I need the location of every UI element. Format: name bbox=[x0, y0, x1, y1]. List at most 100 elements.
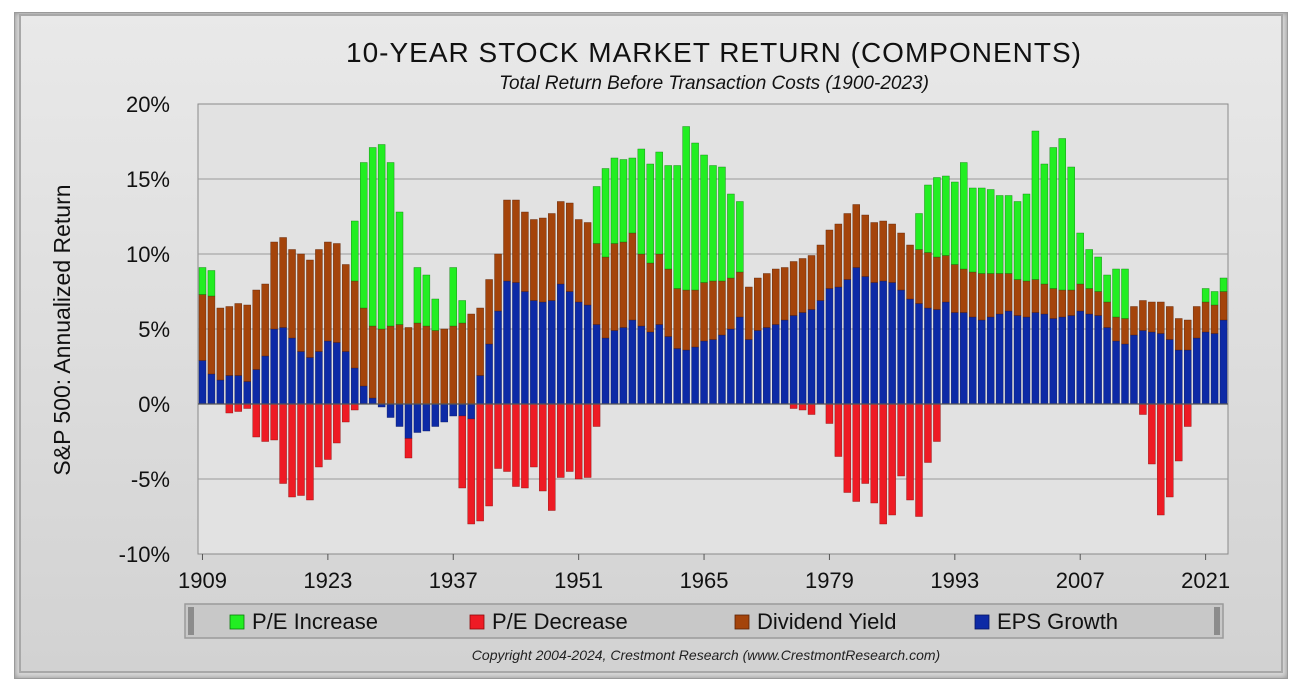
bar-pe-increase bbox=[1112, 268, 1120, 318]
bar-dividend bbox=[1049, 288, 1058, 319]
x-tick-label: 1909 bbox=[178, 568, 227, 593]
bar-eps bbox=[207, 373, 216, 405]
bar-dividend bbox=[879, 220, 887, 282]
bar-eps bbox=[1004, 310, 1013, 405]
chart-title: 10-YEAR STOCK MARKET RETURN (COMPONENTS) bbox=[346, 37, 1082, 68]
bar-dividend bbox=[297, 253, 305, 352]
bar-pe-increase bbox=[995, 195, 1004, 274]
bar-pe-decrease bbox=[906, 403, 914, 501]
bar-eps bbox=[888, 282, 896, 405]
bar-eps bbox=[637, 325, 646, 405]
bar-dividend bbox=[485, 279, 493, 345]
bar-eps bbox=[342, 351, 350, 405]
bar-pe-decrease bbox=[234, 403, 242, 412]
bar-dividend bbox=[754, 277, 762, 331]
bar-eps bbox=[530, 300, 538, 405]
bar-dividend bbox=[1157, 301, 1165, 334]
bar-dividend bbox=[736, 271, 744, 318]
bar-dividend bbox=[888, 223, 896, 283]
bar-eps bbox=[995, 313, 1004, 405]
bar-dividend bbox=[798, 258, 807, 313]
bar-eps bbox=[960, 312, 968, 405]
legend-swatch-eps bbox=[974, 614, 990, 630]
bar-eps bbox=[763, 327, 771, 405]
bar-dividend bbox=[1031, 279, 1040, 313]
bar-pe-decrease bbox=[798, 403, 807, 411]
bar-dividend bbox=[324, 241, 332, 342]
bar-eps bbox=[234, 375, 242, 405]
bar-eps bbox=[897, 289, 905, 405]
bar-eps bbox=[1157, 333, 1165, 405]
chart-subtitle: Total Return Before Transaction Costs (1… bbox=[499, 73, 929, 94]
bar-dividend bbox=[924, 252, 932, 309]
bar-pe-increase bbox=[655, 151, 663, 255]
bar-dividend bbox=[969, 271, 977, 318]
bar-pe-increase bbox=[978, 187, 986, 274]
bar-pe-increase bbox=[619, 159, 628, 243]
bar-eps bbox=[780, 319, 789, 405]
bar-pe-increase bbox=[368, 147, 377, 327]
bar-pe-increase bbox=[1094, 256, 1102, 292]
bar-eps bbox=[1031, 312, 1040, 405]
bar-dividend bbox=[458, 322, 466, 405]
bar-eps bbox=[1148, 331, 1156, 405]
bar-pe-decrease bbox=[870, 403, 878, 504]
bar-dividend bbox=[646, 262, 654, 333]
bar-dividend bbox=[1004, 273, 1013, 312]
bar-pe-increase bbox=[682, 126, 690, 291]
legend-swatch-pe-increase bbox=[229, 614, 245, 630]
bar-dividend bbox=[772, 268, 780, 325]
bar-eps bbox=[592, 324, 601, 405]
bar-dividend bbox=[610, 243, 619, 331]
bar-pe-decrease bbox=[225, 403, 234, 414]
bar-eps bbox=[718, 334, 726, 405]
bar-dividend bbox=[207, 295, 216, 375]
bar-pe-decrease bbox=[539, 403, 547, 492]
bar-dividend bbox=[834, 223, 843, 288]
bar-eps bbox=[1192, 337, 1201, 405]
bar-pe-increase bbox=[709, 165, 717, 282]
bar-eps bbox=[1058, 316, 1066, 405]
bar-pe-decrease bbox=[503, 403, 511, 472]
bar-eps bbox=[243, 381, 251, 405]
bar-pe-decrease bbox=[807, 403, 816, 415]
bar-pe-decrease bbox=[1139, 403, 1147, 415]
bar-dividend bbox=[870, 222, 878, 283]
bar-pe-increase bbox=[986, 189, 995, 274]
bar-dividend bbox=[1040, 283, 1049, 315]
legend-label-dividend: Dividend Yield bbox=[757, 609, 896, 634]
bar-dividend bbox=[1166, 306, 1174, 340]
bar-eps bbox=[861, 276, 869, 405]
legend-label-eps: EPS Growth bbox=[997, 609, 1118, 634]
legend-edge-left bbox=[188, 607, 194, 635]
bar-dividend bbox=[1067, 289, 1075, 316]
bar-pe-decrease bbox=[521, 403, 529, 489]
bar-pe-decrease bbox=[458, 415, 466, 489]
bar-eps bbox=[816, 300, 825, 405]
bar-dividend bbox=[1022, 280, 1031, 318]
bar-dividend bbox=[915, 249, 923, 304]
bar-dividend bbox=[1148, 301, 1156, 333]
bar-eps bbox=[1103, 327, 1111, 405]
bar-dividend bbox=[906, 244, 914, 300]
bar-dividend bbox=[216, 307, 225, 381]
bar-eps bbox=[476, 375, 484, 405]
bar-eps bbox=[324, 340, 332, 405]
bar-pe-decrease bbox=[897, 403, 905, 477]
bar-eps bbox=[395, 403, 404, 427]
bar-pe-increase bbox=[1040, 163, 1049, 285]
bar-pe-decrease bbox=[789, 403, 798, 409]
bar-eps bbox=[1210, 333, 1219, 405]
bar-pe-increase bbox=[1219, 277, 1228, 292]
bar-pe-increase bbox=[1004, 195, 1013, 274]
bar-pe-increase bbox=[951, 181, 959, 265]
bar-pe-decrease bbox=[476, 403, 484, 522]
bar-pe-decrease bbox=[351, 403, 359, 411]
bar-pe-decrease bbox=[404, 438, 413, 459]
bar-eps bbox=[646, 331, 654, 405]
bar-eps bbox=[978, 319, 986, 405]
bar-dividend bbox=[252, 289, 260, 370]
bar-eps bbox=[1049, 318, 1058, 405]
bar-pe-increase bbox=[360, 162, 368, 309]
bar-eps bbox=[807, 309, 816, 405]
